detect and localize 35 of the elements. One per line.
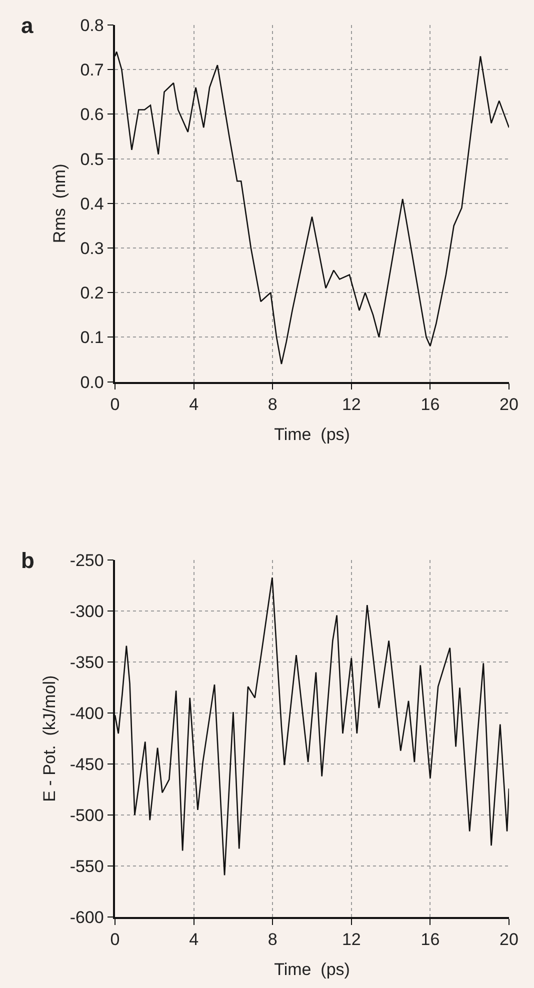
y-tick-label: -250 xyxy=(70,551,104,570)
y-axis-title: Rms (nm) xyxy=(50,164,70,244)
x-tick-label: 8 xyxy=(268,930,278,950)
y-tick-label: -500 xyxy=(70,806,104,826)
y-tick-label: -400 xyxy=(70,704,104,724)
y-tick-label: -450 xyxy=(70,755,104,774)
text: b xyxy=(21,548,34,573)
x-tick-label: 16 xyxy=(420,930,440,950)
x-axis-title: Time (ps) xyxy=(274,960,350,980)
y-tick-label: 0.4 xyxy=(80,194,104,214)
y-tick-label: 0.8 xyxy=(80,16,104,35)
y-tick-label: -550 xyxy=(70,856,104,876)
x-tick-label: 0 xyxy=(110,930,120,950)
y-tick-label: -300 xyxy=(70,602,104,622)
text: a xyxy=(21,13,34,38)
x-tick-label: 4 xyxy=(189,394,199,414)
x-axis-title: Time (ps) xyxy=(274,424,350,444)
y-tick-label: 0.3 xyxy=(80,238,104,258)
x-tick-label: 12 xyxy=(342,930,361,950)
x-tick-label: 20 xyxy=(500,394,518,414)
y-tick-label: -600 xyxy=(70,908,104,927)
y-tick-label: 0.5 xyxy=(80,150,104,169)
x-tick-label: 16 xyxy=(420,394,440,414)
y-tick-label: 0.0 xyxy=(80,372,104,392)
x-tick-label: 0 xyxy=(110,394,120,414)
x-tick-label: 12 xyxy=(342,394,361,414)
x-tick-label: 8 xyxy=(268,394,278,414)
y-tick-label: -350 xyxy=(70,653,104,672)
x-tick-label: 20 xyxy=(500,930,518,950)
y-axis-title: E - Pot. (kJ/mol) xyxy=(40,675,59,802)
y-tick-label: 0.2 xyxy=(80,284,104,303)
y-tick-label: 0.1 xyxy=(80,328,104,348)
x-tick-label: 4 xyxy=(189,930,199,950)
y-tick-label: 0.6 xyxy=(80,105,104,124)
y-tick-label: 0.7 xyxy=(80,60,104,80)
